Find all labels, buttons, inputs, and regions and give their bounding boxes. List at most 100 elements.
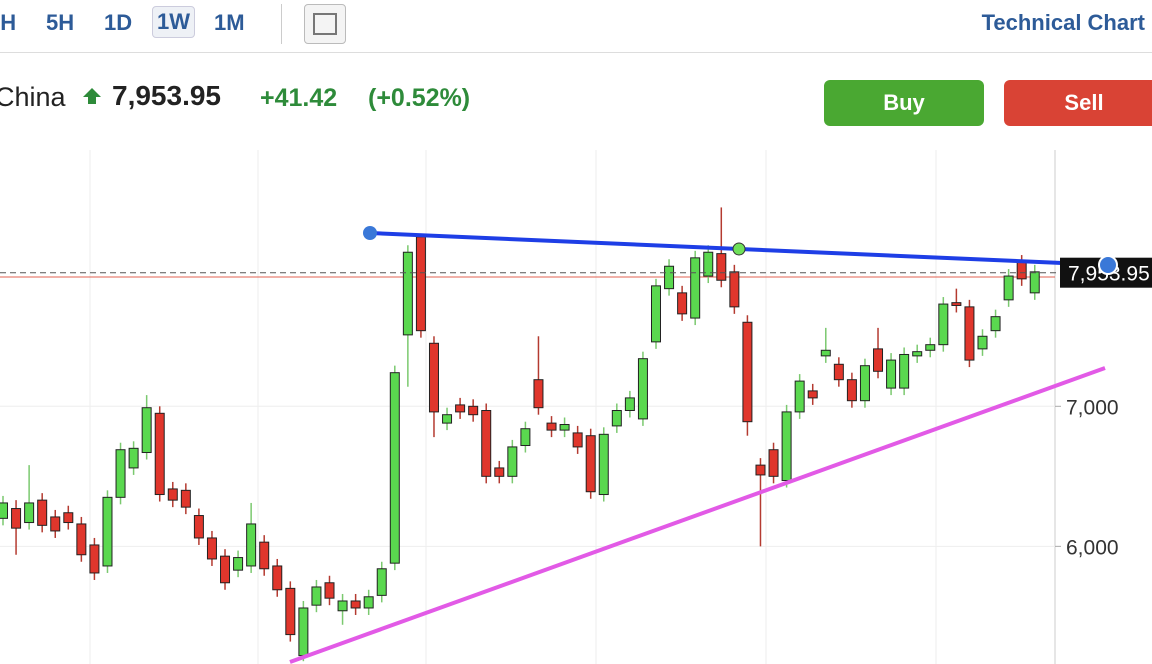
candle-body <box>415 236 426 332</box>
interval-button[interactable]: 1W <box>152 6 195 38</box>
candle-body <box>206 537 217 560</box>
candle-body <box>1016 261 1027 280</box>
candle-body <box>154 412 165 496</box>
candle-body <box>886 359 897 389</box>
candle-body <box>637 358 648 420</box>
candle-body <box>102 496 113 567</box>
handle <box>732 242 746 256</box>
candle-body <box>690 257 701 319</box>
candle-body <box>389 372 400 564</box>
candle-body <box>63 512 74 524</box>
candle-body <box>533 379 544 409</box>
instrument-name: China <box>0 82 66 112</box>
candle-body <box>925 344 936 351</box>
candle-body <box>246 523 257 567</box>
candle-body <box>964 306 975 361</box>
buy-button[interactable]: Buy <box>824 80 984 126</box>
candle-body <box>128 447 139 469</box>
candle-body <box>742 321 753 423</box>
interval-button[interactable]: 1D <box>104 10 133 35</box>
candle-body <box>781 411 792 482</box>
price: 7,953.95 <box>112 80 221 111</box>
candle-body <box>768 449 779 477</box>
candle-body <box>951 302 962 306</box>
handle <box>363 226 377 240</box>
candle-body <box>912 351 923 357</box>
vertical-grid <box>89 150 937 664</box>
candle-body <box>11 508 22 529</box>
candle-body <box>442 414 453 424</box>
candle-body <box>651 285 661 343</box>
candle-body <box>546 422 557 431</box>
candle-body <box>755 464 766 476</box>
candle-body <box>376 568 387 596</box>
candle-body <box>259 541 270 570</box>
y-tick-label: 6,000 <box>1066 536 1119 559</box>
candle-body <box>402 251 413 336</box>
candle-body <box>141 407 152 454</box>
candle-body <box>311 586 322 606</box>
candle-body <box>272 565 283 591</box>
candle-body <box>729 271 740 308</box>
candle-body <box>585 435 596 493</box>
sell-button[interactable]: Sell <box>1004 80 1152 126</box>
candle-body <box>233 557 244 571</box>
candle-body <box>455 404 466 413</box>
candle-body <box>115 449 126 498</box>
candle-body <box>180 489 191 508</box>
toolbar: 1H 5H 1D 1W 1M Technical Chart <box>0 0 1152 53</box>
candle-body <box>89 544 100 574</box>
candle-body <box>494 467 505 477</box>
candle-body <box>324 582 335 599</box>
candle-body <box>1029 271 1040 294</box>
candle-body <box>37 499 48 526</box>
interval-button[interactable]: 1M <box>214 10 245 35</box>
interval-button[interactable]: 5H <box>46 10 75 35</box>
candle-body <box>76 523 87 556</box>
candle-body <box>611 410 622 427</box>
layout-icon[interactable] <box>304 4 346 44</box>
candle-body <box>559 424 570 431</box>
candle-body <box>807 390 818 399</box>
change: +41.42 <box>260 84 338 112</box>
page-title[interactable]: Technical Chart <box>981 10 1145 35</box>
candle-body <box>873 348 884 372</box>
candle-body <box>859 365 870 402</box>
candle-body <box>520 428 531 447</box>
change-percent: (+0.52%) <box>368 84 471 112</box>
candle-body <box>298 607 309 657</box>
support-line <box>289 366 1106 664</box>
up-arrow <box>83 88 101 104</box>
candle-body <box>833 363 844 381</box>
candle-body <box>572 432 583 448</box>
candle-body <box>664 265 675 290</box>
candle-body <box>677 292 688 315</box>
candle-body <box>24 502 35 524</box>
candle-body <box>428 342 439 413</box>
candle-body <box>938 303 949 346</box>
candle-body <box>794 380 805 413</box>
candle-body <box>899 353 910 389</box>
y-tick-label: 7,000 <box>1066 396 1119 419</box>
candle-body <box>193 515 204 539</box>
candle-body <box>598 433 609 496</box>
candle-body <box>703 251 714 277</box>
candle-body <box>363 596 374 609</box>
candle-body <box>285 587 296 636</box>
candle-body <box>481 410 492 477</box>
separator <box>281 4 282 44</box>
candle-body <box>624 397 635 412</box>
candle-body <box>977 335 988 350</box>
candle-body <box>990 316 1001 332</box>
candle-body <box>337 600 348 612</box>
candle-body <box>0 502 8 519</box>
candle-body <box>220 555 231 584</box>
handle <box>1098 255 1118 275</box>
interval-button[interactable]: 1H <box>0 10 17 35</box>
candle-body <box>350 600 361 609</box>
candle-body <box>716 253 727 281</box>
candle-body <box>50 516 61 532</box>
candle-body <box>1003 275 1014 301</box>
